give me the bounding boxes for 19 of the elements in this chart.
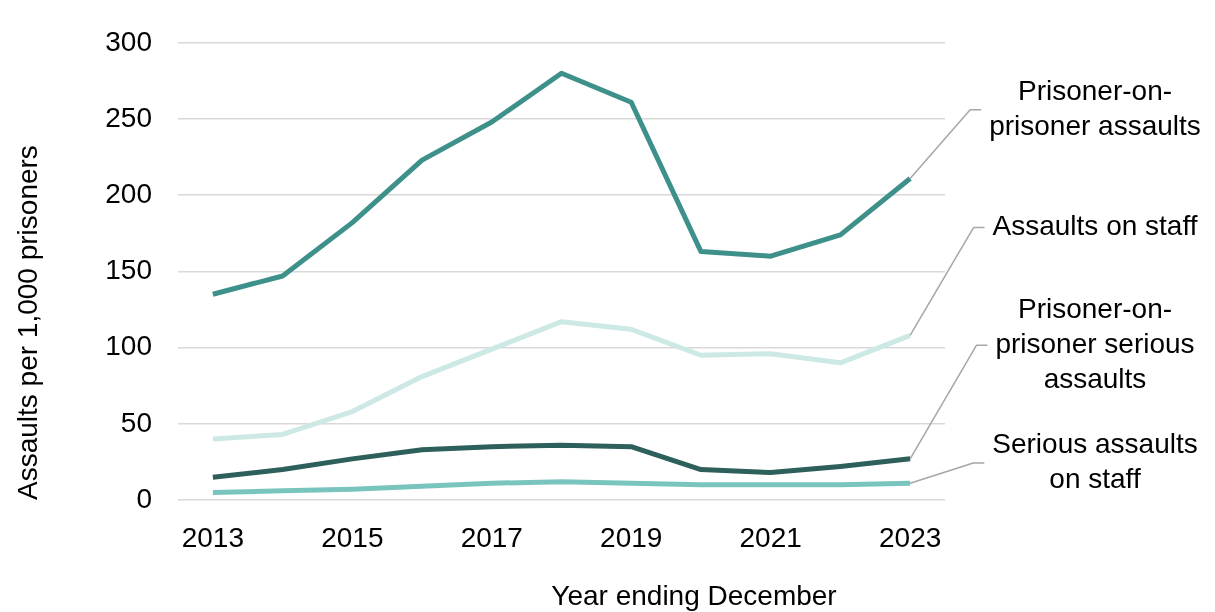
x-tick-label: 2015 <box>321 521 384 553</box>
y-tick-label: 200 <box>105 177 152 209</box>
y-axis-title: Assaults per 1,000 prisoners <box>11 145 43 500</box>
text: Serious assaults on staff <box>992 428 1198 495</box>
text: Prisoner-on-prisoner serious assaults <box>995 292 1195 394</box>
y-tick-label: 100 <box>105 330 152 362</box>
x-tick-label: 2019 <box>600 521 663 553</box>
x-tick-label: 2023 <box>878 521 942 553</box>
x-tick-label: 2013 <box>181 521 245 553</box>
y-tick-label: 150 <box>105 254 152 286</box>
y-tick-label: 50 <box>120 406 152 438</box>
text: Assaults on staff <box>992 210 1198 242</box>
y-tick-label: 0 <box>136 482 152 514</box>
x-tick-label: 2017 <box>460 521 523 553</box>
y-tick-label: 250 <box>105 101 152 133</box>
x-axis-title: Year ending December <box>551 579 837 611</box>
y-tick-label: 300 <box>105 25 152 57</box>
x-tick-label: 2021 <box>739 521 802 553</box>
text: Prisoner-on-prisoner assaults <box>989 75 1201 142</box>
